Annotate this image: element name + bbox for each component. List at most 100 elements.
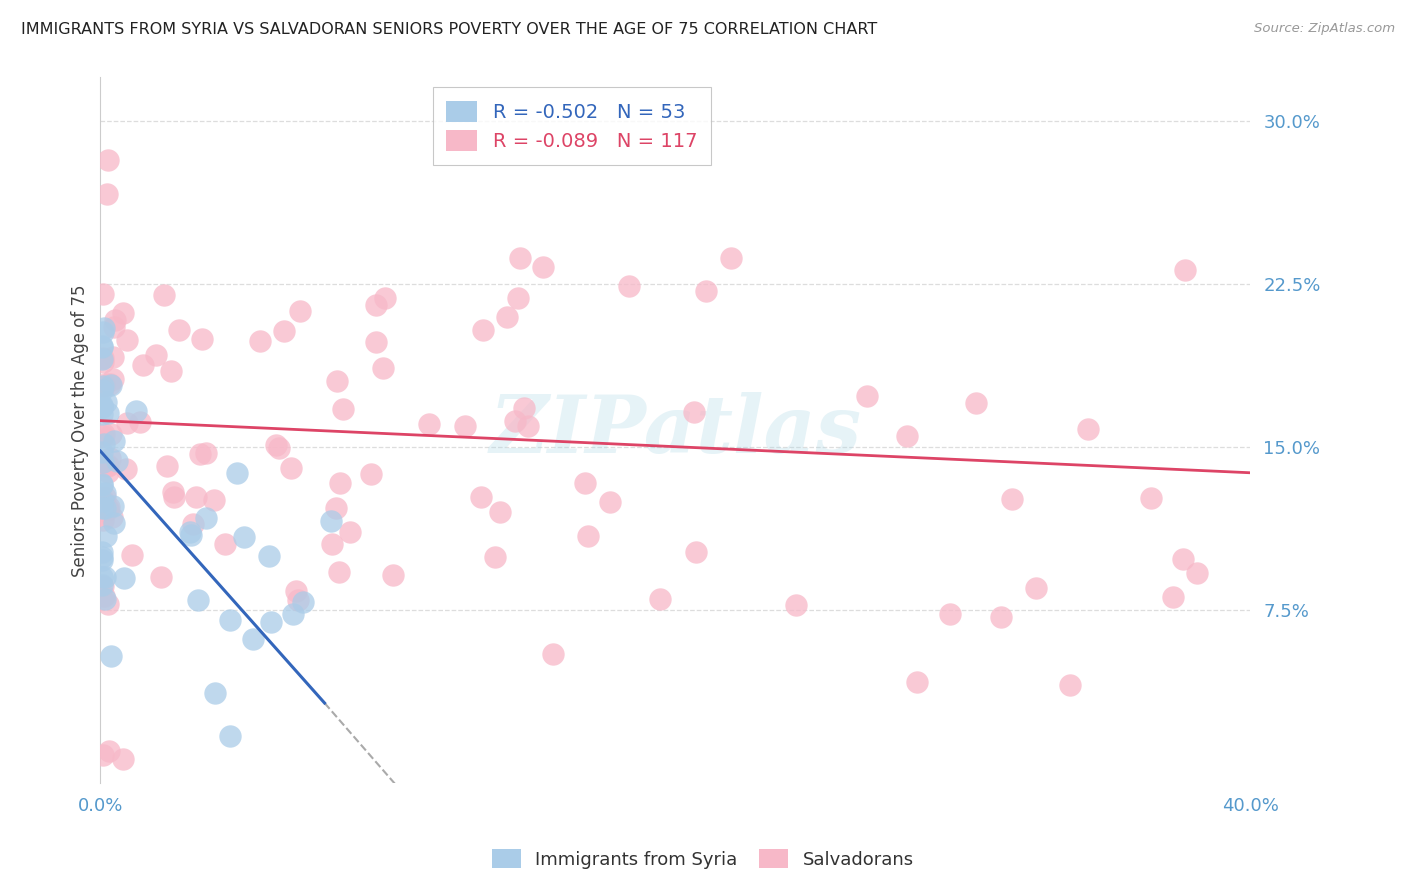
Point: [856, 389, 879, 403]
Point: [292, 595, 315, 609]
Point: [90, 400, 112, 414]
Point: [242, 632, 264, 646]
Point: [273, 324, 295, 338]
Point: [531, 260, 554, 275]
Point: [939, 607, 962, 622]
Point: [287, 593, 309, 607]
Point: [495, 310, 517, 324]
Point: [188, 447, 211, 461]
Point: [93, 426, 115, 441]
Point: [91, 287, 114, 301]
Point: [97, 500, 120, 515]
Point: [101, 351, 124, 365]
Point: [1174, 262, 1197, 277]
Point: [97, 465, 120, 479]
Point: [104, 313, 127, 327]
Point: [418, 417, 440, 431]
Point: [90, 500, 112, 515]
Point: [232, 530, 254, 544]
Legend: R = -0.502   N = 53, R = -0.089   N = 117: R = -0.502 N = 53, R = -0.089 N = 117: [433, 87, 711, 164]
Point: [91, 326, 114, 340]
Point: [503, 414, 526, 428]
Point: [219, 729, 242, 743]
Point: [93, 491, 115, 505]
Point: [159, 364, 181, 378]
Text: ZIPatlas: ZIPatlas: [489, 392, 862, 469]
Point: [470, 490, 492, 504]
Point: [91, 455, 114, 469]
Point: [94, 529, 117, 543]
Point: [100, 427, 122, 442]
Point: [121, 549, 143, 563]
Point: [97, 458, 120, 473]
Point: [125, 404, 148, 418]
Point: [195, 446, 218, 460]
Point: [100, 649, 122, 664]
Point: [91, 355, 114, 369]
Point: [785, 599, 807, 613]
Point: [90, 445, 112, 459]
Point: [90, 407, 112, 421]
Point: [129, 415, 152, 429]
Point: [90, 494, 112, 508]
Point: [97, 502, 120, 516]
Point: [152, 288, 174, 302]
Legend: Immigrants from Syria, Salvadorans: Immigrants from Syria, Salvadorans: [485, 841, 921, 876]
Point: [90, 549, 112, 564]
Point: [103, 434, 125, 448]
Point: [280, 461, 302, 475]
Point: [93, 569, 115, 583]
Point: [204, 686, 226, 700]
Point: [97, 153, 120, 168]
Point: [319, 514, 342, 528]
Point: [339, 524, 361, 539]
Point: [115, 417, 138, 431]
Point: [93, 376, 115, 391]
Point: [364, 297, 387, 311]
Point: [214, 537, 236, 551]
Point: [1173, 552, 1195, 566]
Point: [111, 306, 134, 320]
Point: [373, 361, 395, 376]
Point: [181, 516, 204, 531]
Point: [103, 500, 125, 514]
Point: [508, 291, 530, 305]
Point: [91, 508, 114, 522]
Text: Source: ZipAtlas.com: Source: ZipAtlas.com: [1254, 22, 1395, 36]
Point: [720, 251, 742, 265]
Point: [97, 744, 120, 758]
Point: [94, 458, 117, 472]
Point: [288, 303, 311, 318]
Point: [150, 570, 173, 584]
Point: [90, 383, 112, 397]
Point: [91, 351, 114, 365]
Point: [329, 475, 352, 490]
Point: [366, 334, 388, 349]
Point: [90, 398, 112, 412]
Point: [489, 505, 512, 519]
Point: [91, 379, 114, 393]
Point: [284, 584, 307, 599]
Point: [114, 462, 136, 476]
Point: [91, 513, 114, 527]
Point: [1077, 422, 1099, 436]
Point: [187, 593, 209, 607]
Point: [94, 485, 117, 500]
Point: [98, 376, 121, 391]
Point: [90, 339, 112, 353]
Point: [325, 374, 347, 388]
Point: [267, 441, 290, 455]
Point: [190, 332, 212, 346]
Point: [896, 429, 918, 443]
Point: [100, 377, 122, 392]
Point: [1025, 581, 1047, 595]
Point: [202, 493, 225, 508]
Point: [328, 566, 350, 580]
Point: [93, 500, 115, 515]
Point: [484, 549, 506, 564]
Point: [360, 467, 382, 482]
Point: [685, 545, 707, 559]
Point: [1059, 677, 1081, 691]
Point: [218, 614, 240, 628]
Point: [513, 401, 536, 415]
